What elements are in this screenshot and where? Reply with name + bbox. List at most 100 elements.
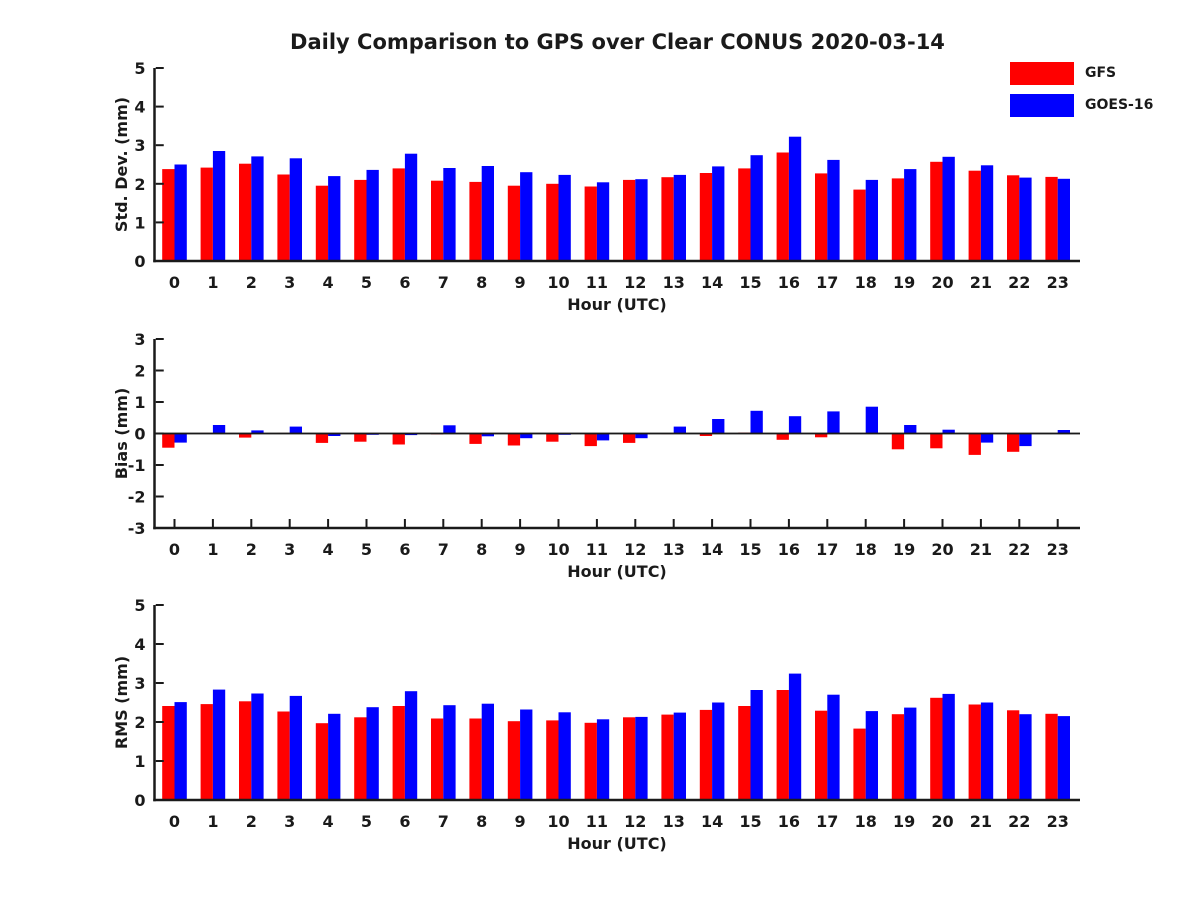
y-tick-label: 2: [134, 713, 145, 732]
goes16-bar: [827, 159, 840, 261]
gfs-bar: [699, 709, 713, 800]
x-tick: [327, 519, 330, 527]
goes16-bar: [635, 433, 648, 439]
x-tick: [557, 519, 560, 527]
x-tick-label: 17: [816, 273, 838, 292]
y-tick: [155, 338, 164, 340]
goes16-bar: [251, 430, 264, 434]
y-tick: [155, 182, 164, 185]
x-tick-label: 9: [515, 812, 526, 831]
gfs-bar: [930, 433, 943, 449]
x-tick-label: 16: [778, 273, 800, 292]
x-tick-label: 2: [246, 540, 257, 559]
x-tick-label: 19: [893, 812, 915, 831]
y-tick-label: 3: [134, 674, 145, 693]
legend-item-goes16: GOES-16: [1010, 93, 1153, 117]
gfs-bar: [1045, 713, 1058, 800]
x-tick: [480, 519, 483, 527]
y-tick: [155, 432, 164, 435]
y-tick-label: -3: [128, 519, 146, 538]
x-axis-title: Hour (UTC): [567, 562, 667, 581]
x-tick: [749, 519, 752, 527]
x-tick-label: 10: [547, 540, 569, 559]
gfs-bar: [200, 167, 213, 261]
x-tick-label: 21: [970, 273, 992, 292]
y-tick: [155, 105, 164, 108]
goes16-bar: [904, 707, 917, 800]
goes16-bar: [174, 702, 187, 800]
y-tick: [155, 527, 164, 529]
goes16-bar: [865, 711, 878, 800]
x-tick-label: 13: [663, 812, 685, 831]
goes16-bar: [712, 419, 725, 434]
gfs-bar: [853, 189, 866, 261]
x-tick-label: 1: [207, 812, 218, 831]
goes16-bar: [904, 169, 917, 261]
goes16-bar: [1019, 177, 1032, 261]
gfs-bar: [815, 173, 828, 261]
x-tick: [442, 519, 445, 527]
goes16-bar: [596, 719, 610, 800]
legend-label-goes16: GOES-16: [1085, 97, 1154, 113]
goes16-bar: [443, 168, 456, 261]
x-tick-label: 15: [739, 273, 761, 292]
x-tick: [403, 519, 406, 527]
x-tick: [365, 519, 368, 527]
x-tick-label: 9: [515, 273, 526, 292]
y-tick-label: 4: [134, 635, 145, 654]
x-axis-line: [153, 798, 1080, 802]
x-tick-label: 15: [739, 540, 761, 559]
goes16-bar: [673, 426, 686, 434]
gfs-bar: [354, 717, 367, 800]
goes16-bar: [942, 429, 955, 434]
goes16-bar: [942, 156, 955, 261]
x-tick-label: 22: [1008, 273, 1030, 292]
x-axis-title: Hour (UTC): [567, 295, 667, 314]
y-tick-label: 3: [134, 330, 145, 349]
goes16-bar: [366, 169, 379, 261]
goes16-bar: [443, 705, 456, 800]
gfs-bar: [853, 728, 866, 800]
gfs-bar: [968, 170, 981, 261]
gfs-bar: [354, 179, 367, 261]
x-tick-label: 2: [246, 812, 257, 831]
gfs-bar: [239, 163, 252, 261]
gfs-bar: [392, 706, 405, 800]
x-tick-label: 18: [855, 540, 877, 559]
gfs-bar: [239, 701, 252, 800]
y-tick-label: 2: [134, 175, 145, 194]
goes16-bar: [520, 709, 533, 800]
gfs-bar: [162, 169, 175, 261]
gfs-bar: [1007, 433, 1020, 452]
goes16-bar: [865, 406, 878, 434]
x-tick: [1056, 519, 1059, 527]
gfs-swatch: [1010, 61, 1074, 85]
x-tick-label: 2: [246, 273, 257, 292]
goes16-bar: [366, 707, 379, 800]
goes16-bar: [788, 136, 802, 261]
goes16-bar: [174, 433, 187, 443]
goes16-bar: [328, 176, 341, 261]
y-tick-label: 5: [134, 59, 145, 78]
goes16-bar: [481, 703, 494, 800]
x-tick-label: 5: [361, 540, 372, 559]
x-tick: [787, 519, 790, 527]
x-tick-label: 13: [663, 273, 685, 292]
x-tick-label: 4: [323, 273, 334, 292]
goes16-bar: [481, 433, 494, 437]
goes16-bar: [712, 702, 725, 800]
gfs-bar: [1007, 175, 1020, 261]
gfs-bar: [162, 706, 175, 800]
gfs-bar: [930, 697, 943, 800]
goes16-bar: [174, 164, 187, 261]
x-tick: [672, 519, 675, 527]
x-tick-label: 12: [624, 812, 646, 831]
gfs-bar: [546, 183, 559, 261]
y-axis-title: RMS (mm): [112, 656, 131, 749]
x-tick: [250, 519, 253, 527]
gfs-bar: [315, 185, 329, 261]
y-tick-label: 3: [134, 136, 145, 155]
gfs-bar: [661, 177, 674, 261]
x-tick: [903, 519, 906, 527]
